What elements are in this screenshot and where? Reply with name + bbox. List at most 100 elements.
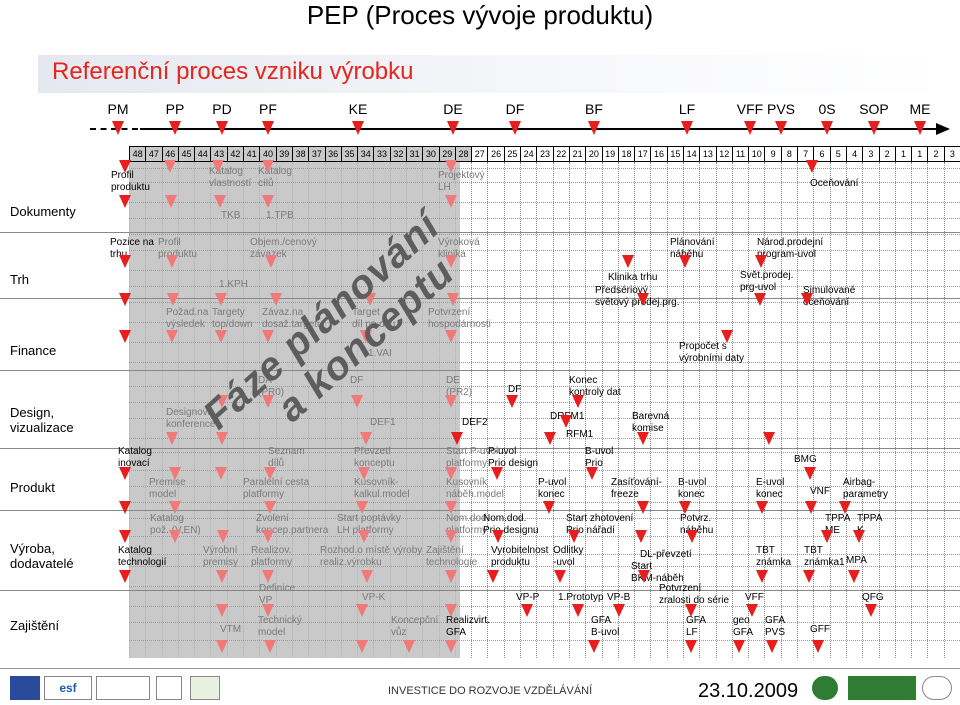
milestone-marker-icon [554,570,566,583]
milestone-label: 1.KPH [219,279,248,290]
milestone-label: Seznam dílů [268,446,305,469]
timeline-marker-icon [681,121,693,135]
milestone-marker-icon [169,530,181,543]
milestone-marker-icon [491,467,503,480]
milestone-marker-icon [215,467,227,480]
week-gridline [373,162,375,658]
week-cell: 10 [748,146,766,162]
week-gridline [650,162,652,658]
phase-label: 0S [818,101,836,117]
milestone-marker-icon [801,293,813,306]
milestone-label: Simulované oceňování [803,285,856,308]
milestone-label: RFM1 [566,429,594,440]
week-gridline [406,162,407,658]
row-gridline [129,302,960,303]
milestone-label: Katalog technologií [118,545,167,568]
week-gridline [324,162,326,658]
row-gridline [129,418,960,419]
milestone-label: VP-P [516,592,540,603]
row-gridline [129,486,960,487]
milestone-marker-icon [119,195,131,208]
milestone-label: Výroková klinika [438,237,480,260]
week-gridline [454,162,456,658]
category-separator [0,590,960,591]
milestone-label: VP-K [362,592,386,603]
week-gridline [487,162,489,658]
row-gridline [129,606,960,607]
week-gridline [634,162,636,658]
category-label: Dokumenty [10,204,76,219]
milestone-label: Závaz.na dosaž.targetu [262,307,323,330]
region-logo [156,676,182,700]
week-gridline [666,162,668,658]
week-cell: 23 [536,146,554,162]
milestone-label: VP-B [607,592,631,603]
phase-label: DE [443,101,463,117]
milestone-marker-icon [588,640,600,653]
week-gridline [797,162,799,658]
milestone-label: E-uvol konec [756,477,785,500]
milestone-marker-icon [848,570,860,583]
milestone-marker-icon [821,530,833,543]
milestone-marker-icon [839,501,851,514]
milestone-marker-icon [543,501,555,514]
week-cell: 38 [291,146,310,162]
milestone-marker-icon [262,330,274,343]
milestone-label: VFF [745,592,764,603]
milestone-marker-icon [264,640,276,653]
week-grid: 48 47 46 45 44 43 42 41 40 39 38 37 36 35 34 33 32 31 30 29… [129,146,960,658]
milestone-marker-icon [119,530,131,543]
week-cell: 21 [568,146,587,162]
milestone-label: Plánování náběhu [670,237,715,260]
milestone-label: Start BKM-náběh [631,561,684,584]
milestone-marker-icon [216,395,228,408]
milestone-label: DF [508,384,522,395]
category-separator [0,510,960,511]
milestone-marker-icon [216,640,228,653]
category-separator [0,370,960,371]
milestone-marker-icon [214,195,226,208]
week-gridline [764,162,766,658]
milestone-label: Výrobní premisy [203,545,239,568]
milestone-label: Projektový LH [438,170,485,193]
milestone-label: Klinika trhu [608,272,658,283]
row-gridline [129,518,960,519]
milestone-label: DEF1 [370,417,396,428]
milestone-marker-icon [119,501,131,514]
week-gridline [731,162,733,658]
eu-flag-logo [10,676,40,700]
milestone-marker-icon [364,293,376,306]
milestone-label: GFA LF [686,615,707,638]
row-gridline [129,182,960,183]
row-gridline [129,536,960,537]
milestone-label: Potvrzení zralosti do série [659,583,730,606]
milestone-label: Katalog inovací [118,446,152,469]
week-cell: 1 [894,146,913,162]
milestone-label: Profil produktu [158,237,197,260]
milestone-marker-icon [356,501,368,514]
milestone-label: Pozice na trhu [110,237,154,260]
week-cell: 19 [601,146,619,162]
milestone-label: Katalog pož. (V,EN) [150,513,201,536]
milestone-marker-icon [766,640,778,653]
timeline-marker-icon [509,121,521,135]
milestone-marker-icon [215,293,227,306]
milestone-marker-icon [803,570,815,583]
week-gridline [894,162,896,658]
milestone-marker-icon [262,570,274,583]
week-gridline [878,162,880,658]
university-logo [922,676,952,700]
milestone-label: Nom.dod. Prio designu [483,513,539,536]
milestone-marker-icon [358,530,370,543]
milestone-label: Vyrobitelnost produktu [491,545,549,568]
milestone-label: geo GFA [733,615,754,638]
milestone-marker-icon [169,467,181,480]
milestone-label: Kusovník náběh.model [446,477,504,500]
milestone-marker-icon [216,432,228,445]
week-cell: 30 [422,146,440,162]
week-gridline [845,162,847,658]
week-gridline [422,162,424,658]
milestone-label: Odlitky -uvol [553,545,584,568]
week-cell: 42 [226,146,245,162]
row-gridline [129,566,960,567]
